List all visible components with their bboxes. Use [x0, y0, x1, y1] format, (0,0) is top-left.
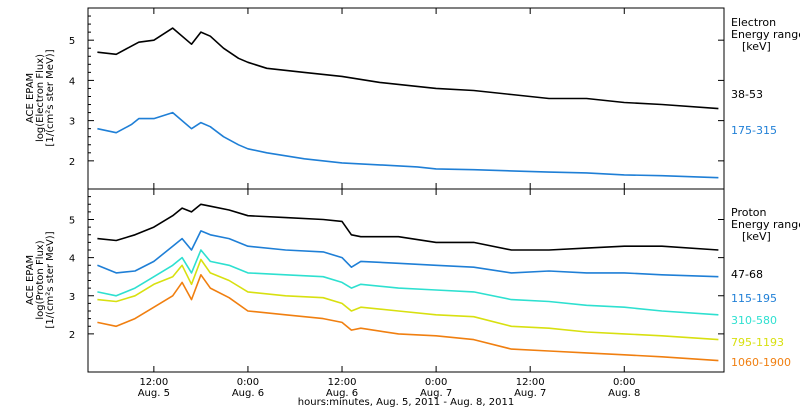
proton-legend-title: Proton	[731, 206, 766, 219]
y-tick-label: 2	[69, 157, 75, 168]
y-tick-label: 2	[69, 330, 75, 341]
legend-proton-47-68: 47-68	[731, 268, 763, 281]
electron-panel-frame	[87, 7, 725, 190]
y-tick-label: 4	[69, 76, 75, 87]
series-layer	[97, 27, 719, 362]
series-line-proton-795-1193	[97, 258, 719, 341]
proton-ylabel: ACE EPAM log(Proton Flux) [1/(cm²s ster …	[25, 231, 56, 328]
electron-ylabel-line-1: ACE EPAM	[25, 73, 36, 123]
x-tick-day-label: Aug. 5	[138, 388, 170, 399]
electron-legend-subtitle: Energy range	[731, 28, 800, 41]
y-tick-label: 5	[69, 36, 75, 47]
proton-legend-unit: [keV]	[742, 230, 771, 243]
legend-proton-310-580: 310-580	[731, 314, 777, 327]
proton-legend-subtitle: Energy range	[731, 218, 800, 231]
legend-proton-1060-1900: 1060-1900	[731, 356, 791, 369]
x-tick-day-label: Aug. 8	[608, 388, 640, 399]
x-tick-day-label: Aug. 7	[514, 388, 546, 399]
x-tick-day-label: Aug. 6	[326, 388, 358, 399]
x-tick-time-label: 12:00	[139, 377, 168, 388]
proton-ylabel-line-1: ACE EPAM	[25, 255, 36, 305]
series-line-electron-175-315	[97, 111, 719, 179]
electron-ylabel-line-3: [1/(cm²s ster MeV)]	[45, 49, 56, 146]
x-tick-time-label: 12:00	[516, 377, 545, 388]
legend-proton-795-1193: 795-1193	[731, 336, 784, 349]
series-line-proton-1060-1900	[97, 273, 719, 362]
series-line-proton-310-580	[97, 249, 719, 316]
x-tick-time-label: 0:00	[613, 377, 635, 388]
y-tick-label: 3	[69, 117, 75, 128]
electron-legend-unit: [keV]	[742, 40, 771, 53]
x-tick-time-label: 12:00	[328, 377, 357, 388]
legend-proton-115-195: 115-195	[731, 292, 777, 305]
x-tick-time-label: 0:00	[425, 377, 447, 388]
proton-ylabel-line-3: [1/(cm²s ster MeV)]	[45, 231, 56, 328]
electron-legend-header: Electron Energy range [keV]	[731, 16, 800, 53]
proton-panel-frame	[87, 188, 725, 373]
series-line-proton-115-195	[97, 230, 719, 278]
electron-ylabel-line-2: log(Electron Flux)	[35, 54, 46, 142]
legend-electron-38-53: 38-53	[731, 88, 763, 101]
electron-legend-title: Electron	[731, 16, 776, 29]
series-line-electron-38-53	[97, 27, 719, 110]
legend-electron-175-315: 175-315	[731, 124, 777, 137]
x-tick-day-label: Aug. 7	[420, 388, 452, 399]
x-tick-day-label: Aug. 6	[232, 388, 264, 399]
x-axis-title: hours:minutes, Aug. 5, 2011 - Aug. 8, 20…	[298, 397, 514, 408]
electron-ylabel: ACE EPAM log(Electron Flux) [1/(cm²s ste…	[25, 49, 56, 146]
y-tick-label: 3	[69, 292, 75, 303]
y-tick-label: 5	[69, 216, 75, 227]
series-line-proton-47-68	[97, 203, 719, 251]
x-tick-time-label: 0:00	[237, 377, 259, 388]
proton-legend-header: Proton Energy range [keV]	[731, 206, 800, 243]
proton-ylabel-line-2: log(Proton Flux)	[35, 240, 46, 319]
y-tick-label: 4	[69, 254, 75, 265]
